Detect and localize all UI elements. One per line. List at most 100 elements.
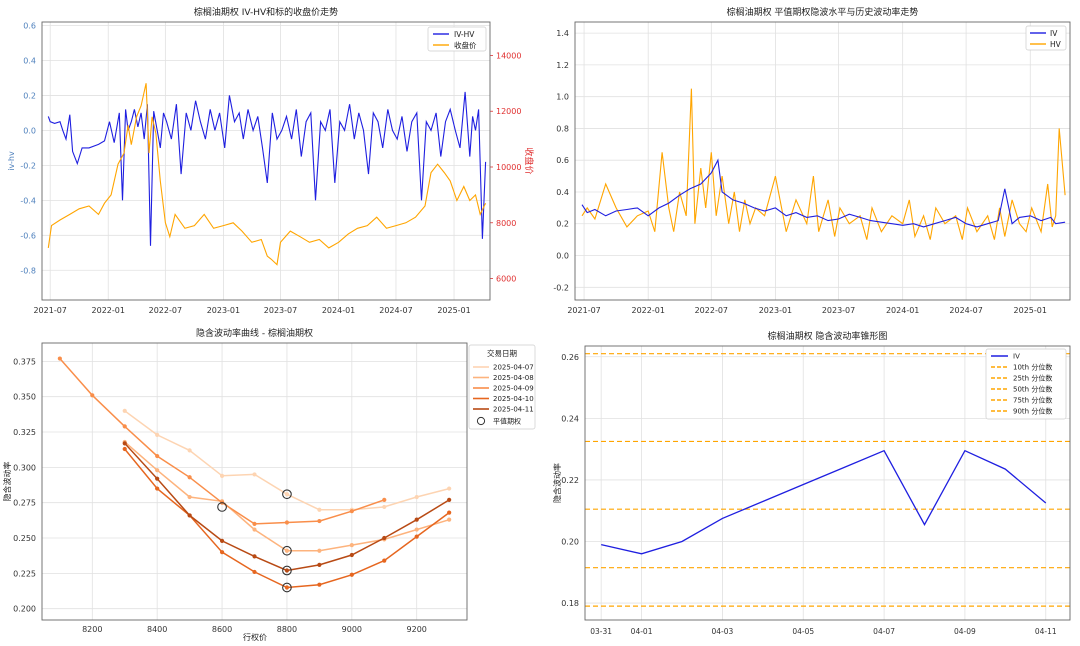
- x-tick-label: 2022-07: [695, 306, 728, 315]
- atm-marker: [282, 565, 292, 576]
- panel-iv-hv-close: 0.6 0.4 0.2 0.0 -0.2 -0.4 -0.6 -0.8 2021-07 2022-…: [7, 6, 535, 315]
- data-point: [187, 475, 192, 480]
- x-tick-label: 2025-01: [437, 306, 470, 315]
- data-point: [447, 486, 452, 491]
- atm-marker: [282, 489, 292, 500]
- y-tick-label: 0.0: [556, 252, 569, 261]
- x-tick-label: 2022-01: [631, 306, 664, 315]
- data-point: [317, 562, 322, 567]
- data-point: [155, 432, 160, 437]
- data-point: [284, 585, 290, 590]
- y-tick-label: 0.225: [13, 569, 36, 578]
- y-tick-label: 0.4: [556, 188, 569, 197]
- y-tick-label: 0.325: [13, 428, 36, 437]
- data-point: [284, 548, 290, 553]
- y-tick-label: 0.375: [13, 357, 36, 366]
- data-point: [252, 472, 257, 477]
- y-tick-label: 0.250: [13, 534, 36, 543]
- legend: 交易日期 2025-04-07 2025-04-08 2025-04-09 2025-0…: [468, 344, 536, 430]
- data-point: [414, 517, 419, 522]
- y-tick-label: -0.8: [20, 266, 36, 275]
- data-point: [349, 509, 354, 514]
- data-point: [447, 510, 452, 515]
- y-tick-label: 1.4: [556, 29, 569, 38]
- y-tick-label: 0.22: [561, 476, 579, 485]
- data-point: [349, 572, 354, 577]
- y-tick-label: 0.2: [23, 91, 36, 100]
- y-tick-label: -0.6: [20, 231, 36, 240]
- y-tick-label: 0.20: [561, 537, 579, 546]
- x-tick-label: 9200: [407, 625, 427, 634]
- atm-marker: [282, 582, 292, 593]
- legend-box: [468, 344, 536, 430]
- x-tick-label: 2021-07: [567, 306, 600, 315]
- y-tick-label: 0.0: [23, 126, 36, 135]
- data-point: [155, 453, 160, 459]
- panel4-frame: [584, 345, 1071, 621]
- data-point: [317, 518, 322, 524]
- data-point: [155, 476, 160, 481]
- y-tick-label: 0.275: [13, 499, 36, 508]
- y-axis-label: 隐含波动率: [552, 463, 562, 503]
- y-tick-label: 1.2: [556, 61, 569, 70]
- x-tick-label: 9000: [342, 625, 362, 634]
- x-tick-label: 04-01: [631, 627, 653, 636]
- legend: IV 10th 分位数 25th 分位数 50th 分位数 75th 分位数 90th 分…: [985, 348, 1067, 420]
- y-tick-label: -0.2: [20, 161, 36, 170]
- panel-iv-smile: 0.375 0.350 0.325 0.300 0.275 0.250 0.225 0.200…: [2, 327, 536, 642]
- data-point: [252, 527, 257, 532]
- y-tick-label: 0.4: [23, 56, 36, 65]
- x-tick-label: 2022-01: [92, 306, 125, 315]
- data-point: [284, 520, 290, 525]
- data-point: [57, 356, 62, 361]
- data-point: [187, 494, 192, 500]
- x-tick-label: 8200: [82, 625, 102, 634]
- series-hv-line: [581, 88, 1066, 240]
- series-iv-hv-line: [47, 91, 487, 246]
- data-point: [252, 569, 257, 575]
- legend-item: 2025-04-09: [493, 385, 534, 393]
- y-tick-label: 0.200: [13, 605, 36, 614]
- y2-tick-label: 8000: [496, 219, 516, 228]
- x-tick-label: 04-07: [873, 627, 895, 636]
- data-point: [284, 568, 290, 573]
- y-tick-label: 0.24: [561, 414, 579, 423]
- legend: IV HV: [1025, 25, 1067, 51]
- y-tick-label: 0.350: [13, 393, 36, 402]
- data-point: [252, 521, 257, 526]
- data-point: [90, 393, 95, 398]
- data-point: [447, 497, 452, 502]
- y-axis-label: 隐含波动率: [2, 462, 12, 502]
- panel-iv-hv-atm: 1.4 1.2 1.0 0.8 0.6 0.4 0.2 0.0 -0.2 2021-07 2022-…: [553, 6, 1071, 315]
- series-close-line: [47, 83, 487, 266]
- data-point: [252, 554, 257, 559]
- x-axis-label: 行权价: [243, 632, 267, 642]
- x-tick-label: 2025-01: [1014, 306, 1047, 315]
- legend-item: 2025-04-11: [493, 406, 534, 414]
- chart-title: 棕榈油期权 IV-HV和标的收盘价走势: [194, 6, 338, 18]
- data-point: [187, 448, 192, 453]
- legend-item: 2025-04-10: [493, 395, 534, 403]
- y-tick-label: -0.2: [553, 283, 569, 292]
- y2-tick-label: 6000: [496, 275, 516, 284]
- data-point: [414, 534, 419, 539]
- panel3-frame: [41, 342, 468, 621]
- legend-item: 10th 分位数: [1013, 363, 1052, 372]
- data-point: [317, 507, 322, 512]
- panel-iv-cone: 0.26 0.24 0.22 0.20 0.18 03-31 04-01 04-03 04-05…: [552, 330, 1071, 636]
- data-point: [122, 408, 127, 413]
- x-tick-label: 2023-07: [264, 306, 297, 315]
- y-axis-label: iv-hv: [7, 151, 16, 171]
- data-point: [317, 582, 322, 587]
- data-point: [122, 441, 127, 446]
- data-point: [187, 513, 192, 518]
- y-tick-label: 0.2: [556, 220, 569, 229]
- panel2-frame: [574, 21, 1071, 301]
- data-point: [382, 497, 387, 502]
- y-tick-label: 0.8: [556, 124, 569, 133]
- legend-item: HV: [1050, 40, 1062, 49]
- legend-item: 50th 分位数: [1013, 385, 1052, 394]
- x-tick-label: 2024-01: [886, 306, 919, 315]
